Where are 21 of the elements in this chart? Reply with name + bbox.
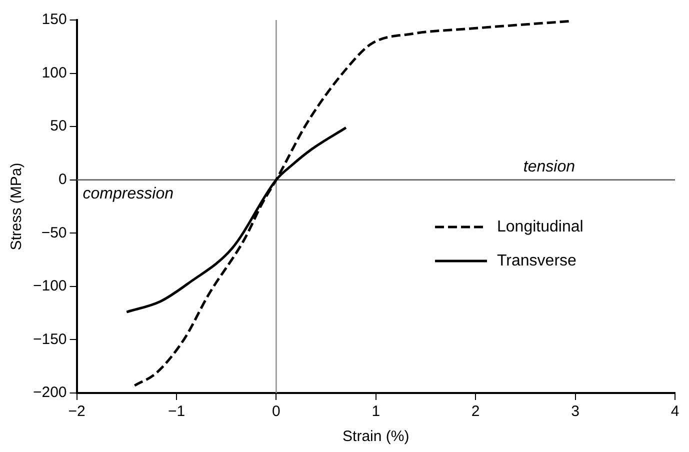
- y-tick-label: 0: [58, 171, 67, 188]
- x-axis-title: Strain (%): [342, 428, 410, 446]
- x-tick-label: 1: [372, 403, 380, 420]
- x-tick-label: 0: [272, 403, 280, 420]
- annotation: compression: [82, 185, 174, 202]
- y-tick-label: −150: [32, 330, 67, 348]
- annotation: tension: [523, 158, 576, 176]
- y-tick-label: −50: [41, 224, 67, 242]
- legend-label: Longitudinal: [497, 218, 584, 236]
- y-tick-label: −100: [32, 278, 67, 295]
- y-axis-title: Stress (MPa): [8, 162, 26, 250]
- y-tick-label: 50: [50, 118, 67, 135]
- x-tick-label: −2: [68, 403, 86, 420]
- x-tick-label: 4: [670, 403, 680, 420]
- x-tick-label: 3: [571, 403, 580, 420]
- x-tick-label: 2: [471, 403, 480, 420]
- y-tick-label: −200: [32, 384, 67, 402]
- y-tick-label: 150: [42, 11, 67, 28]
- y-tick-label: 100: [42, 64, 67, 82]
- legend-label: Transverse: [497, 252, 577, 270]
- x-tick-label: −1: [168, 403, 186, 420]
